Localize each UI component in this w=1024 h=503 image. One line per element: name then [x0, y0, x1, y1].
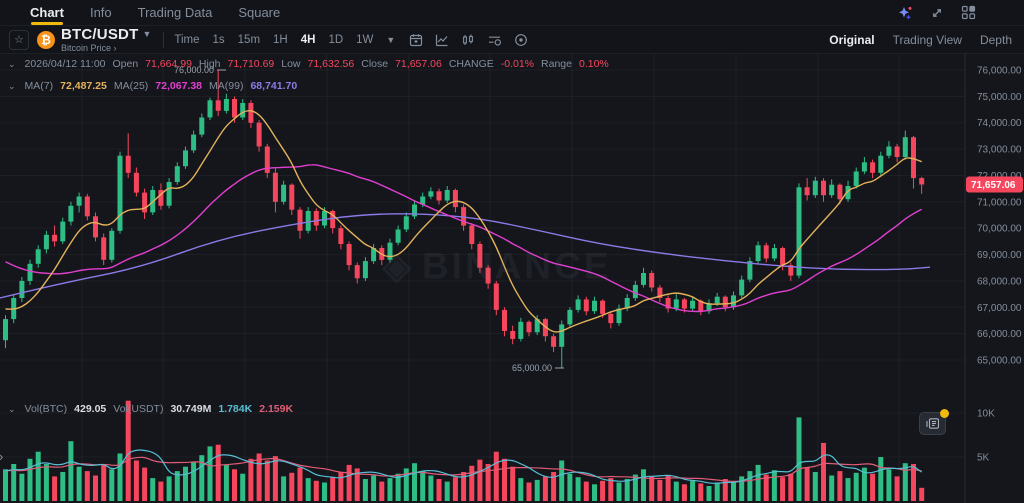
- vol-btc-value: 429.05: [74, 403, 107, 415]
- pane-expand-chevron-icon[interactable]: ›: [0, 449, 3, 464]
- interval-time[interactable]: Time: [174, 33, 200, 46]
- view-mode-switcher: Original Trading View Depth: [829, 33, 1024, 47]
- svg-text:73,000.00: 73,000.00: [977, 145, 1022, 156]
- change-value: -0.01%: [500, 58, 535, 70]
- data-panel-button[interactable]: [919, 409, 949, 435]
- chart-toolbar: ☆ ₿ BTC/USDT ▼ Bitcoin Price › Time 1s 1…: [0, 26, 1024, 54]
- svg-text:65,000.00: 65,000.00: [512, 363, 552, 373]
- svg-text:66,000.00: 66,000.00: [977, 329, 1022, 340]
- vol-usdt-label: Vol(USDT): [113, 403, 164, 415]
- svg-text:74,000.00: 74,000.00: [977, 118, 1022, 129]
- ma25-label: MA(25): [113, 80, 149, 92]
- binance-watermark: ◈ BINANCE: [382, 245, 612, 287]
- svg-text:71,000.00: 71,000.00: [977, 197, 1022, 208]
- view-mode-original[interactable]: Original: [829, 32, 875, 47]
- top-nav: Chart Info Trading Data Square: [0, 0, 1024, 26]
- expand-icon[interactable]: [930, 6, 944, 20]
- svg-text:69,000.00: 69,000.00: [977, 250, 1022, 261]
- low-label: Low: [281, 58, 301, 70]
- ma7-label: MA(7): [24, 80, 54, 92]
- open-value: 71,664.99: [145, 58, 192, 70]
- collapse-chevron-icon[interactable]: ⌄: [8, 58, 16, 69]
- interval-1s[interactable]: 1s: [212, 33, 225, 46]
- range-value: 0.10%: [578, 58, 609, 70]
- change-label: CHANGE: [448, 58, 494, 70]
- chart-area[interactable]: 76,000.00 75,000.00 74,000.00 73,000.00 72,0…: [0, 53, 1024, 503]
- price-annotations: 76,000.00 65,000.00: [174, 65, 564, 373]
- interval-1h[interactable]: 1H: [273, 33, 288, 46]
- svg-text:75,000.00: 75,000.00: [977, 92, 1022, 103]
- ai-sparkle-icon[interactable]: [897, 5, 913, 21]
- view-mode-trading-view[interactable]: Trading View: [892, 32, 962, 47]
- volume-ma-lines: [5, 449, 923, 484]
- notification-dot: [940, 409, 949, 418]
- line-chart-icon[interactable]: [435, 33, 449, 47]
- view-mode-depth[interactable]: Depth: [979, 32, 1012, 47]
- high-value: 71,710.69: [227, 58, 275, 70]
- high-label: High: [198, 58, 221, 70]
- legend-datetime: 2026/04/12 11:00: [24, 58, 106, 70]
- interval-more-chevron-icon[interactable]: ▼: [386, 34, 396, 45]
- interval-4h[interactable]: 4H: [300, 33, 316, 46]
- svg-text:5K: 5K: [977, 453, 990, 464]
- ma25-value: 72,067.38: [155, 80, 203, 92]
- ma-legend: ⌄ MA(7) 72,487.25 MA(25) 72,067.38 MA(99) 6…: [8, 80, 297, 92]
- interval-1w[interactable]: 1W: [356, 33, 374, 46]
- interval-15m[interactable]: 15m: [237, 33, 261, 46]
- collapse-chevron-icon[interactable]: ⌄: [8, 403, 16, 414]
- indicators-icon[interactable]: [487, 33, 502, 47]
- chevron-down-icon: ▼: [142, 28, 152, 39]
- vol-usdt-value: 30.749M: [170, 403, 212, 415]
- symbol-subtitle: Bitcoin Price ›: [61, 42, 117, 53]
- ma-lines: [0, 110, 931, 333]
- vol-ma-slow-value: 2.159K: [259, 403, 294, 415]
- interval-selector: Time 1s 15m 1H 4H 1D 1W ▼: [174, 34, 395, 46]
- current-price-badge: 71,657.06: [966, 176, 1023, 193]
- ma99-value: 68,741.70: [250, 80, 298, 92]
- candlesticks: [3, 70, 925, 368]
- nav-tab-info[interactable]: Info: [89, 5, 112, 20]
- range-label: Range: [541, 58, 572, 70]
- collapse-chevron-icon[interactable]: ⌄: [8, 80, 16, 91]
- svg-text:67,000.00: 67,000.00: [977, 303, 1022, 314]
- svg-text:76,000.00: 76,000.00: [174, 65, 214, 75]
- close-label: Close: [361, 58, 389, 70]
- nav-tab-trading-data[interactable]: Trading Data: [137, 5, 213, 20]
- ohlc-legend: ⌄ 2026/04/12 11:00 Open 71,664.99 High 71,…: [8, 58, 609, 70]
- volume-bars: [3, 400, 925, 501]
- symbol-selector[interactable]: BTC/USDT ▼ Bitcoin Price ›: [61, 27, 151, 53]
- svg-text:10K: 10K: [977, 409, 995, 420]
- favorite-star-icon[interactable]: ☆: [9, 29, 29, 50]
- divider: [163, 31, 165, 48]
- open-label: Open: [112, 58, 139, 70]
- svg-text:76,000.00: 76,000.00: [977, 66, 1022, 77]
- svg-text:71,657.06: 71,657.06: [971, 180, 1016, 191]
- grid-lines: [0, 53, 966, 503]
- svg-text:70,000.00: 70,000.00: [977, 224, 1022, 235]
- interval-1d[interactable]: 1D: [328, 33, 344, 46]
- calendar-icon[interactable]: [409, 33, 423, 47]
- ma99-label: MA(99): [209, 80, 244, 92]
- grid-apps-icon[interactable]: [961, 5, 976, 20]
- svg-text:65,000.00: 65,000.00: [977, 356, 1022, 367]
- chart-canvas[interactable]: 76,000.00 75,000.00 74,000.00 73,000.00 72,0…: [0, 53, 1024, 503]
- volume-legend: ⌄ Vol(BTC) 429.05 Vol(USDT) 30.749M 1.78…: [8, 403, 293, 415]
- vol-ma-fast-value: 1.784K: [218, 403, 253, 415]
- btc-logo: ₿: [37, 30, 55, 49]
- clock-icon[interactable]: [514, 33, 528, 47]
- ma7-value: 72,487.25: [60, 80, 107, 92]
- svg-text:72,000.00: 72,000.00: [977, 171, 1022, 182]
- candlestick-style-icon[interactable]: [461, 33, 475, 47]
- nav-tabs: Chart Info Trading Data Square: [0, 0, 280, 25]
- svg-text:68,000.00: 68,000.00: [977, 276, 1022, 287]
- price-axis[interactable]: 76,000.00 75,000.00 74,000.00 73,000.00 72,0…: [977, 66, 1022, 464]
- vol-btc-label: Vol(BTC): [24, 403, 68, 415]
- nav-tab-chart[interactable]: Chart: [30, 0, 64, 25]
- close-value: 71,657.06: [395, 58, 442, 70]
- low-value: 71,632.56: [307, 58, 355, 70]
- nav-tab-square[interactable]: Square: [238, 5, 281, 20]
- symbol-name: BTC/USDT: [61, 25, 139, 43]
